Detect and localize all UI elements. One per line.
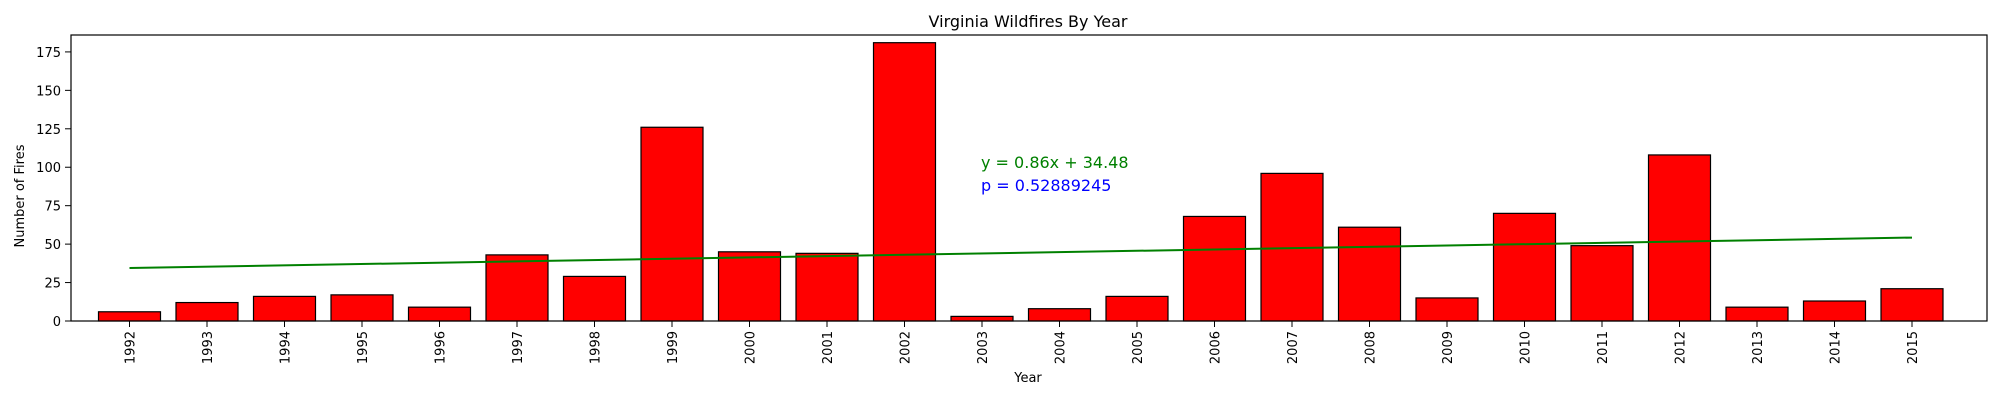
x-tick-label: 2011 (1596, 331, 1611, 364)
y-tick-label: 125 (36, 123, 61, 138)
x-tick-label: 2010 (1519, 331, 1534, 364)
y-tick-label: 150 (36, 84, 61, 99)
x-tick-label: 2013 (1751, 331, 1766, 364)
trend-line (129, 236, 1913, 269)
bar-1996 (407, 306, 472, 322)
x-tick-label: 2007 (1286, 331, 1301, 364)
y-tick-label: 100 (36, 161, 61, 176)
p-value-label: p = 0.52889245 (981, 176, 1111, 195)
y-tick-label: 0 (53, 315, 61, 330)
x-tick-label: 2009 (1441, 331, 1456, 364)
y-tick-label: 175 (36, 46, 61, 61)
axes-frame (70, 34, 1988, 322)
x-tick-label: 2004 (1054, 331, 1069, 364)
x-axis-label: Year (1013, 371, 1042, 386)
bar-2006 (1182, 215, 1247, 322)
x-tick-label: 2000 (744, 331, 759, 364)
bar-2010 (1492, 212, 1557, 322)
y-axis-label: Number of Fires (13, 144, 28, 247)
bar-2011 (1570, 245, 1634, 322)
plot-area: 0 25 50 75 100 125 150 175 1992 1993 1994 1995 1996 1… (36, 34, 1988, 364)
y-tick-label: 75 (44, 200, 61, 215)
x-tick-label: 1999 (666, 331, 681, 364)
bar-2001 (795, 252, 859, 322)
bar-2008 (1337, 226, 1402, 322)
bar-2015 (1880, 288, 1944, 322)
bar-1993 (175, 301, 239, 322)
bar-1998 (562, 275, 627, 322)
bar-2000 (717, 251, 782, 322)
bar-2014 (1802, 300, 1867, 322)
bar-2003 (950, 315, 1014, 322)
x-tick-label: 1998 (589, 331, 604, 364)
trend-equation: y = 0.86x + 34.48 (981, 153, 1129, 172)
bar-2002 (872, 42, 937, 322)
x-tick-label: 1993 (201, 331, 216, 364)
x-tick-label: 1997 (511, 331, 526, 364)
bar-2009 (1415, 297, 1479, 322)
bar-2005 (1105, 295, 1169, 322)
x-tick-label: 2006 (1209, 331, 1224, 364)
x-tick-label: 2003 (976, 331, 991, 364)
x-tick-label: 1995 (356, 331, 371, 364)
chart-title: Virginia Wildfires By Year (929, 12, 1128, 31)
x-tick-label: 1994 (279, 331, 294, 364)
bar-1992 (97, 311, 162, 322)
x-tick-label: 2008 (1364, 331, 1379, 364)
bar-1995 (330, 294, 394, 322)
x-tick-label: 2015 (1906, 331, 1921, 364)
x-tick-label: 2001 (821, 331, 836, 364)
bar-2012 (1647, 154, 1712, 322)
x-tick-label: 2014 (1829, 331, 1844, 364)
y-tick-label: 50 (44, 238, 61, 253)
y-tick-label: 25 (44, 277, 61, 292)
x-tick-label: 1996 (434, 331, 449, 364)
x-tick-label: 2005 (1131, 331, 1146, 364)
bar-2004 (1027, 308, 1092, 322)
bar-1997 (485, 254, 549, 322)
x-tick-label: 1992 (124, 331, 139, 364)
x-tick-label: 2002 (899, 331, 914, 364)
bar-1999 (640, 126, 704, 322)
bar-2013 (1725, 306, 1789, 322)
x-tick-label: 2012 (1674, 331, 1689, 364)
bar-1994 (252, 295, 317, 322)
